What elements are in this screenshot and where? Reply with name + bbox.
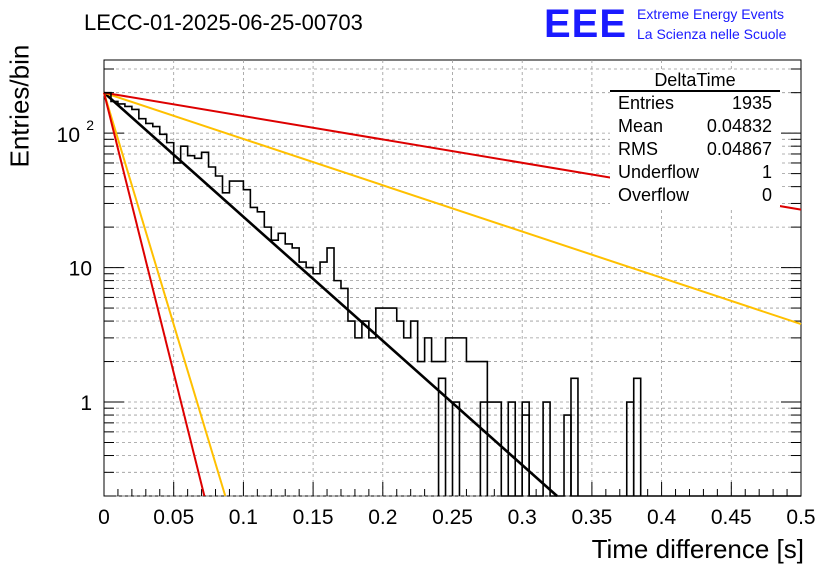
x-tick-label: 0.05 bbox=[153, 506, 194, 529]
histogram-bin bbox=[437, 377, 447, 496]
stats-label: Overflow bbox=[618, 185, 690, 205]
x-tick-label: 0.2 bbox=[368, 506, 397, 529]
histogram-bin bbox=[479, 401, 489, 496]
fit-lines bbox=[103, 91, 802, 497]
stats-row: Entries 1935 bbox=[610, 92, 780, 115]
y-axis-label: Entries/bin bbox=[4, 44, 35, 168]
histogram-bin bbox=[570, 377, 579, 496]
fit-line bbox=[103, 92, 227, 497]
stats-label: Underflow bbox=[618, 162, 700, 182]
y-tick-label: 1 bbox=[80, 392, 92, 415]
x-tick-label: 0.3 bbox=[508, 506, 537, 529]
chart-title: LECC-01-2025-06-25-00703 bbox=[84, 10, 363, 35]
histogram-bin bbox=[507, 401, 517, 496]
stats-value: 0.04832 bbox=[706, 116, 772, 136]
x-tick-label: 0.15 bbox=[293, 506, 334, 529]
y-tick-label-exponent: 2 bbox=[86, 117, 94, 133]
x-tick-label: 0 bbox=[98, 506, 110, 529]
fit-line bbox=[103, 92, 206, 497]
histogram-bin bbox=[625, 401, 635, 496]
x-axis-label: Time difference [s] bbox=[591, 534, 804, 564]
tick-labels: 0 0.05 0.1 0.15 0.2 0.25 0.3 0.35 0.4 0.45 0.51101… bbox=[57, 117, 816, 529]
x-tick-label: 0.4 bbox=[647, 506, 677, 529]
stats-label: RMS bbox=[618, 139, 658, 159]
fit-line bbox=[103, 91, 558, 497]
x-tick-label: 0.5 bbox=[786, 506, 815, 529]
y-tick-label: 10 bbox=[57, 124, 80, 147]
logo-line-2: La Scienza nelle Scuole bbox=[637, 26, 787, 42]
stats-row: Underflow 1 bbox=[610, 161, 780, 184]
stats-row: Overflow 0 bbox=[610, 184, 780, 207]
stats-title: DeltaTime bbox=[610, 70, 780, 92]
histogram-bin bbox=[451, 401, 461, 496]
x-tick-label: 0.45 bbox=[711, 506, 752, 529]
logo-line-1: Extreme Energy Events bbox=[637, 6, 785, 22]
stats-value: 0 bbox=[761, 185, 772, 205]
histogram-bin bbox=[632, 377, 642, 496]
stats-label: Mean bbox=[618, 116, 664, 136]
histogram-bin bbox=[521, 401, 530, 496]
stats-row: RMS 0.04867 bbox=[610, 138, 780, 161]
histogram bbox=[104, 91, 801, 497]
stats-row: Mean 0.04832 bbox=[610, 115, 780, 138]
y-tick-label: 10 bbox=[69, 258, 92, 281]
stats-value: 1935 bbox=[731, 93, 772, 113]
stats-box: DeltaTime Entries 1935 Mean 0.04832 RMS 0.0… bbox=[610, 70, 780, 207]
stats-label: Entries bbox=[618, 93, 675, 113]
fit-line bbox=[103, 91, 802, 326]
x-tick-label: 0.35 bbox=[571, 506, 612, 529]
stats-value: 0.04867 bbox=[706, 139, 772, 159]
x-tick-label: 0.25 bbox=[432, 506, 473, 529]
eee-logo: EEE bbox=[544, 2, 628, 46]
histogram-extra-bins bbox=[437, 377, 642, 496]
stats-value: 1 bbox=[761, 162, 772, 182]
axis-ticks bbox=[103, 68, 802, 497]
x-tick-label: 0.1 bbox=[229, 506, 258, 529]
